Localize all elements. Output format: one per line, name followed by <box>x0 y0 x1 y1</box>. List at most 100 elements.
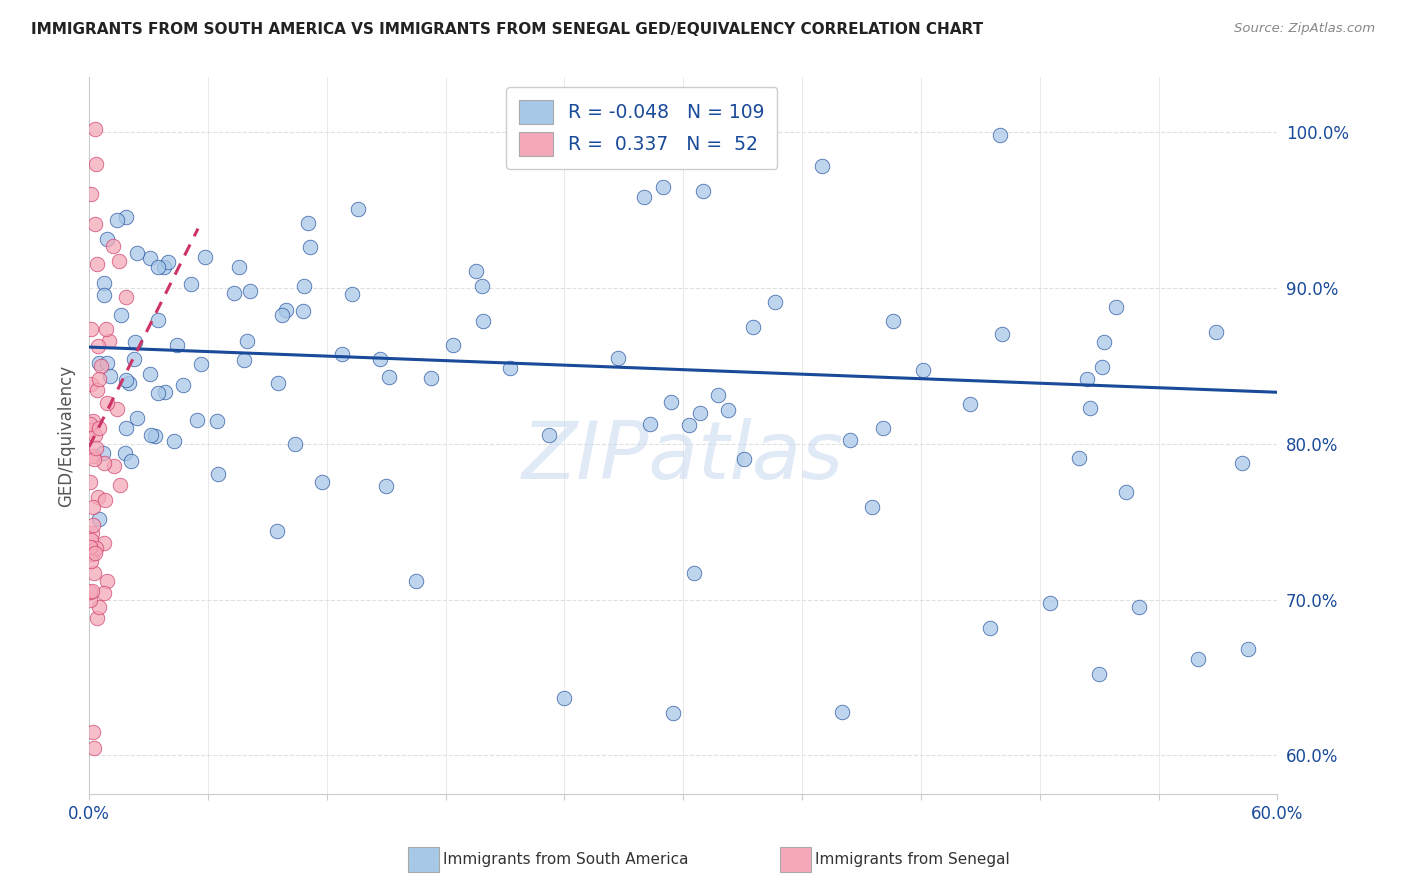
Point <box>118 376 141 390</box>
Point <box>1078 401 1101 416</box>
Point <box>82 518 104 533</box>
Point <box>156 255 179 269</box>
Point <box>146 260 169 274</box>
Point <box>110 308 132 322</box>
Point <box>707 387 730 401</box>
Point <box>163 434 186 448</box>
Point <box>190 357 212 371</box>
Point <box>139 367 162 381</box>
Point <box>91 446 114 460</box>
Point <box>80 533 103 548</box>
Point <box>86 257 108 271</box>
Point <box>882 313 904 327</box>
Point <box>80 547 103 561</box>
Point <box>717 403 740 417</box>
Point <box>1069 451 1091 466</box>
Point <box>86 491 108 505</box>
Point <box>83 428 105 442</box>
Point <box>80 187 103 202</box>
Point <box>96 396 118 410</box>
Text: Immigrants from Senegal: Immigrants from Senegal <box>815 853 1011 867</box>
Point <box>87 372 110 386</box>
Point <box>114 446 136 460</box>
Point <box>96 574 118 588</box>
Point <box>82 449 104 463</box>
Point <box>79 417 101 431</box>
Point <box>152 260 174 274</box>
Legend: R = -0.048   N = 109, R =  0.337   N =  52: R = -0.048 N = 109, R = 0.337 N = 52 <box>506 87 778 169</box>
Point <box>98 368 121 383</box>
Point <box>87 600 110 615</box>
Point <box>1115 485 1137 500</box>
Point <box>82 526 104 541</box>
Point <box>1105 300 1128 314</box>
Y-axis label: GED/Equivalency: GED/Equivalency <box>58 365 75 507</box>
Text: ZIPatlas: ZIPatlas <box>522 418 845 497</box>
Point <box>472 314 495 328</box>
Point <box>267 376 290 390</box>
Point <box>79 475 101 489</box>
Point <box>83 740 105 755</box>
Point <box>378 370 401 384</box>
Point <box>166 338 188 352</box>
Point <box>872 420 894 434</box>
Point <box>311 475 333 490</box>
Point <box>93 586 115 600</box>
Point <box>125 246 148 260</box>
Point <box>180 277 202 291</box>
Point <box>114 210 136 224</box>
Point <box>741 319 763 334</box>
Point <box>115 373 138 387</box>
Point <box>606 351 628 365</box>
Point <box>1091 360 1114 375</box>
Point <box>763 294 786 309</box>
Point <box>1230 456 1253 470</box>
Point <box>988 128 1011 142</box>
Point <box>79 584 101 599</box>
Point <box>84 546 107 560</box>
Point <box>346 202 368 216</box>
Text: Source: ZipAtlas.com: Source: ZipAtlas.com <box>1234 22 1375 36</box>
Point <box>148 386 170 401</box>
Point <box>375 479 398 493</box>
Point <box>93 493 115 508</box>
Point <box>172 377 194 392</box>
Point <box>107 254 129 268</box>
Point <box>911 362 934 376</box>
Text: IMMIGRANTS FROM SOUTH AMERICA VS IMMIGRANTS FROM SENEGAL GED/EQUIVALENCY CORRELA: IMMIGRANTS FROM SOUTH AMERICA VS IMMIGRA… <box>31 22 983 37</box>
Text: Immigrants from South America: Immigrants from South America <box>443 853 689 867</box>
Point <box>83 218 105 232</box>
Point <box>553 690 575 705</box>
Point <box>271 309 294 323</box>
Point <box>340 287 363 301</box>
Point <box>405 574 427 588</box>
Point <box>115 421 138 435</box>
Point <box>143 429 166 443</box>
Point <box>692 184 714 198</box>
Point <box>979 621 1001 635</box>
Point <box>93 456 115 470</box>
Point <box>831 705 853 719</box>
Point <box>297 216 319 230</box>
Point <box>298 240 321 254</box>
Point <box>1128 600 1150 615</box>
Point <box>205 414 228 428</box>
Point <box>84 121 107 136</box>
Point <box>291 304 314 318</box>
Point <box>1076 371 1098 385</box>
Point <box>93 277 115 291</box>
Point <box>464 263 486 277</box>
Point <box>87 356 110 370</box>
Point <box>471 279 494 293</box>
Point <box>368 352 391 367</box>
Point <box>82 414 104 428</box>
Point <box>93 536 115 550</box>
Point <box>83 566 105 581</box>
Point <box>141 427 163 442</box>
Point <box>93 288 115 302</box>
Point <box>80 584 103 599</box>
Point <box>96 232 118 246</box>
Point <box>682 566 704 580</box>
Point <box>127 411 149 425</box>
Point <box>1187 652 1209 666</box>
